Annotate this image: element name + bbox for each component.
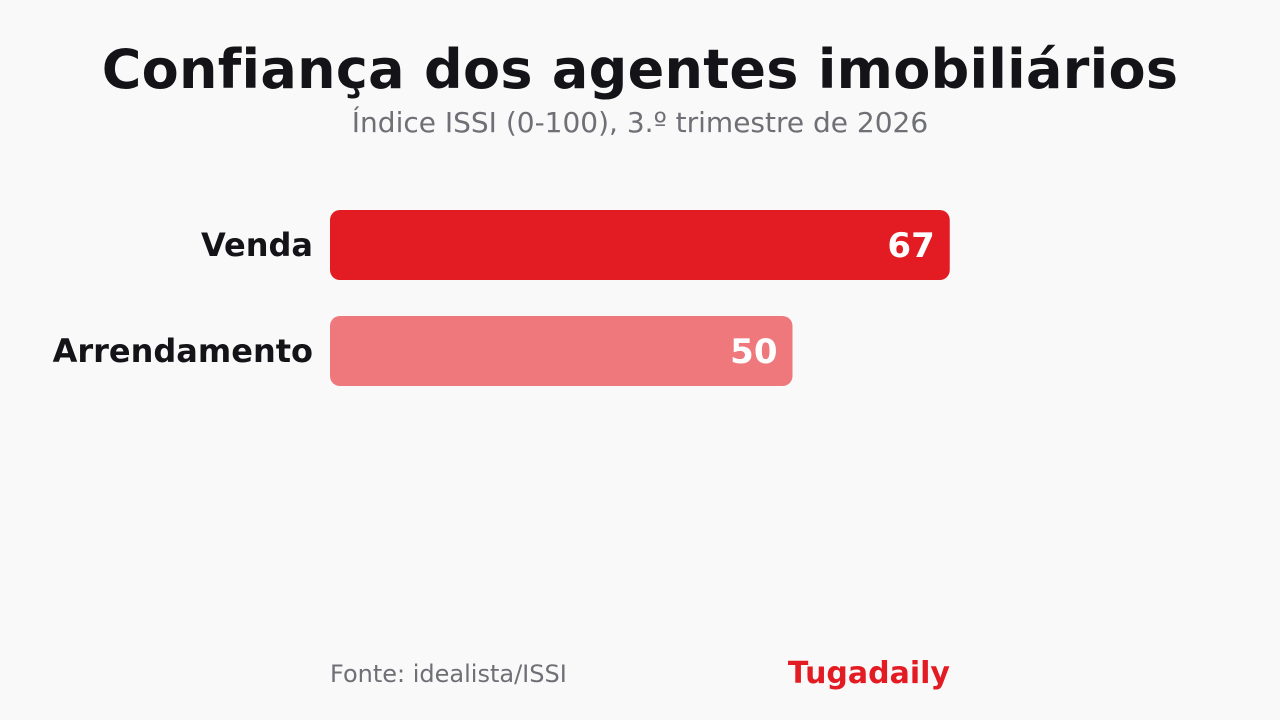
source-note: Fonte: idealista/ISSI	[330, 660, 567, 688]
value-label: 67	[887, 226, 934, 266]
brand-logo: Tugadaily	[787, 656, 950, 691]
category-label: Venda	[201, 226, 313, 264]
category-label: Arrendamento	[53, 332, 313, 370]
bar-venda	[330, 210, 950, 280]
chart-subtitle: Índice ISSI (0-100), 3.º trimestre de 20…	[351, 106, 929, 139]
value-label: 50	[730, 332, 777, 372]
bar-arrendamento	[330, 316, 793, 386]
chart-title: Confiança dos agentes imobiliários	[101, 38, 1179, 101]
